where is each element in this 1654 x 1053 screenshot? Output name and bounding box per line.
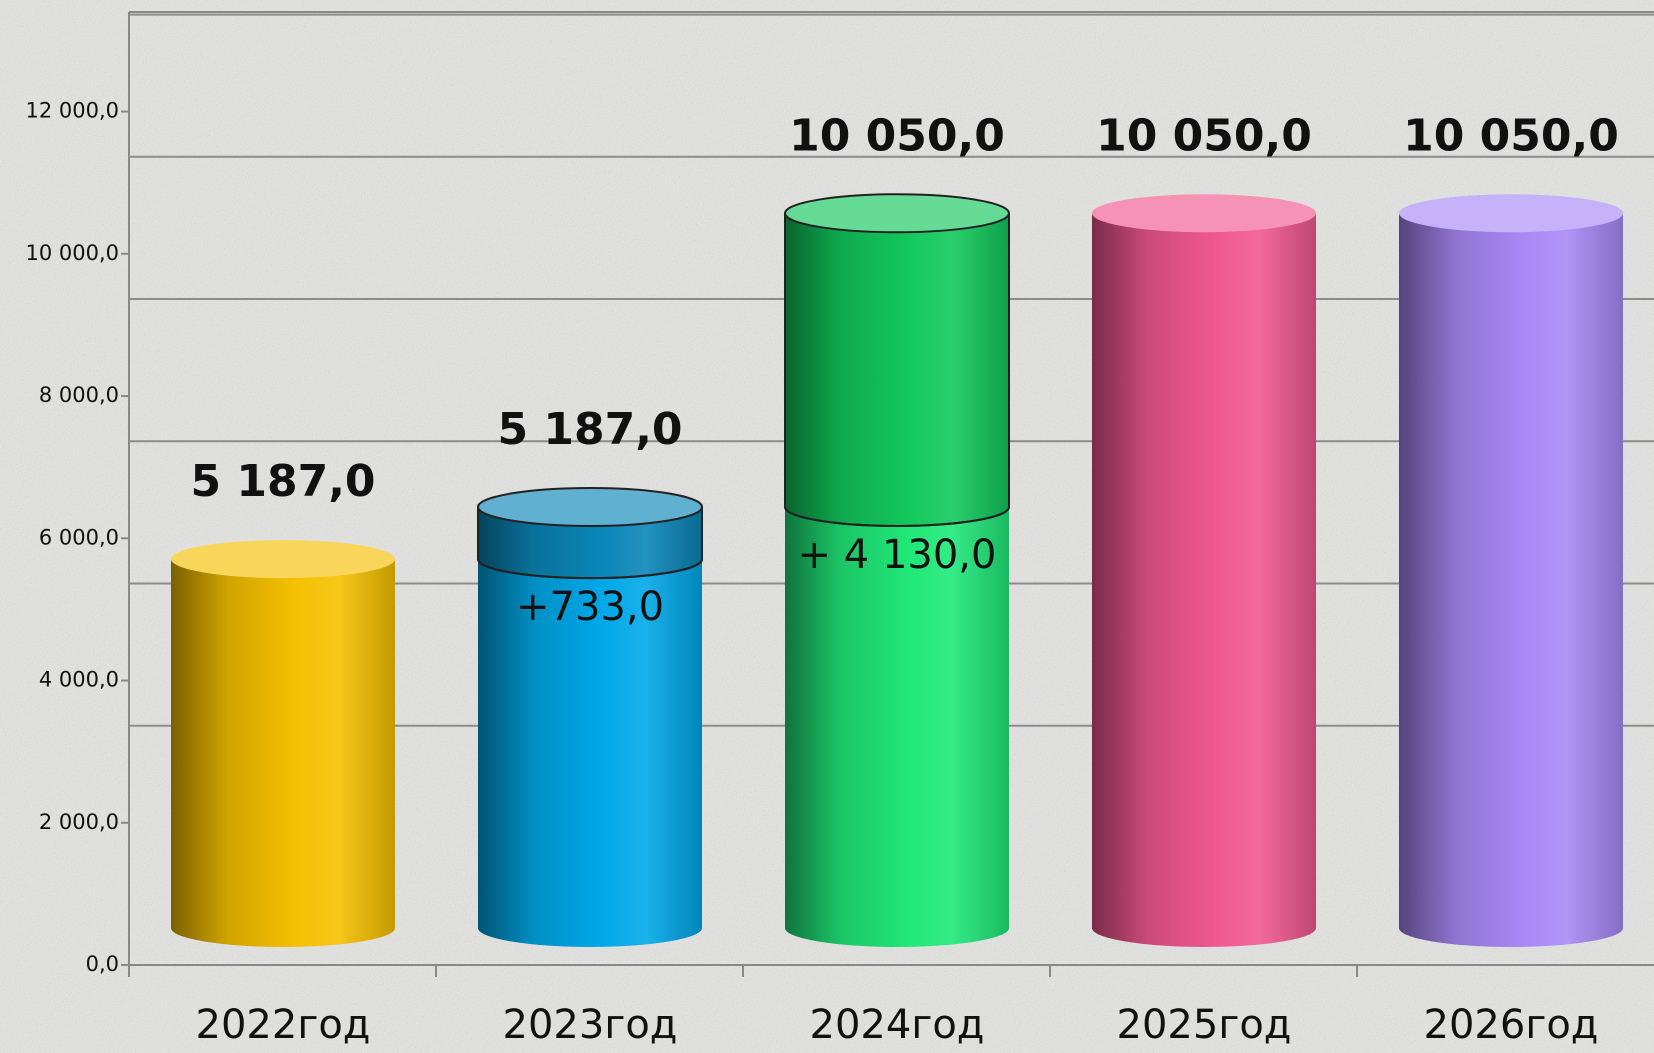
data-label: + 4 130,0: [798, 532, 997, 578]
data-label: 5 187,0: [190, 456, 375, 507]
y-tick-label: 10 000,0: [25, 241, 119, 265]
x-tick-label: 2026год: [1424, 1002, 1599, 1048]
y-tick-label: 2 000,0: [39, 810, 119, 834]
bar: [785, 506, 1009, 928]
bar: [478, 559, 702, 928]
bar-edge: [784, 506, 1010, 527]
data-label: +733,0: [516, 584, 664, 630]
bar: [1092, 213, 1316, 928]
x-tick-label: 2025год: [1117, 1002, 1292, 1048]
data-label: 5 187,0: [497, 404, 682, 455]
x-tick-label: 2022год: [196, 1002, 371, 1048]
y-tick-label: 8 000,0: [39, 383, 119, 407]
bar: [1399, 213, 1623, 928]
y-tick-label: 0,0: [86, 952, 119, 976]
x-tick-label: 2024год: [810, 1002, 985, 1048]
bar: [785, 213, 1009, 507]
bar-top: [171, 540, 395, 579]
data-label: 10 050,0: [1403, 110, 1619, 161]
x-tick-label: 2023год: [503, 1002, 678, 1048]
bar-top: [477, 486, 703, 527]
bar-top: [1092, 194, 1316, 233]
bar-top: [1399, 194, 1623, 233]
data-label: 10 050,0: [1096, 110, 1312, 161]
y-tick-label: 12 000,0: [25, 99, 119, 123]
bar-top: [784, 193, 1010, 234]
data-label: 10 050,0: [789, 110, 1005, 161]
bar: [171, 559, 395, 928]
y-tick-label: 4 000,0: [39, 668, 119, 692]
bar-edge: [477, 558, 703, 580]
y-tick-label: 6 000,0: [39, 525, 119, 549]
